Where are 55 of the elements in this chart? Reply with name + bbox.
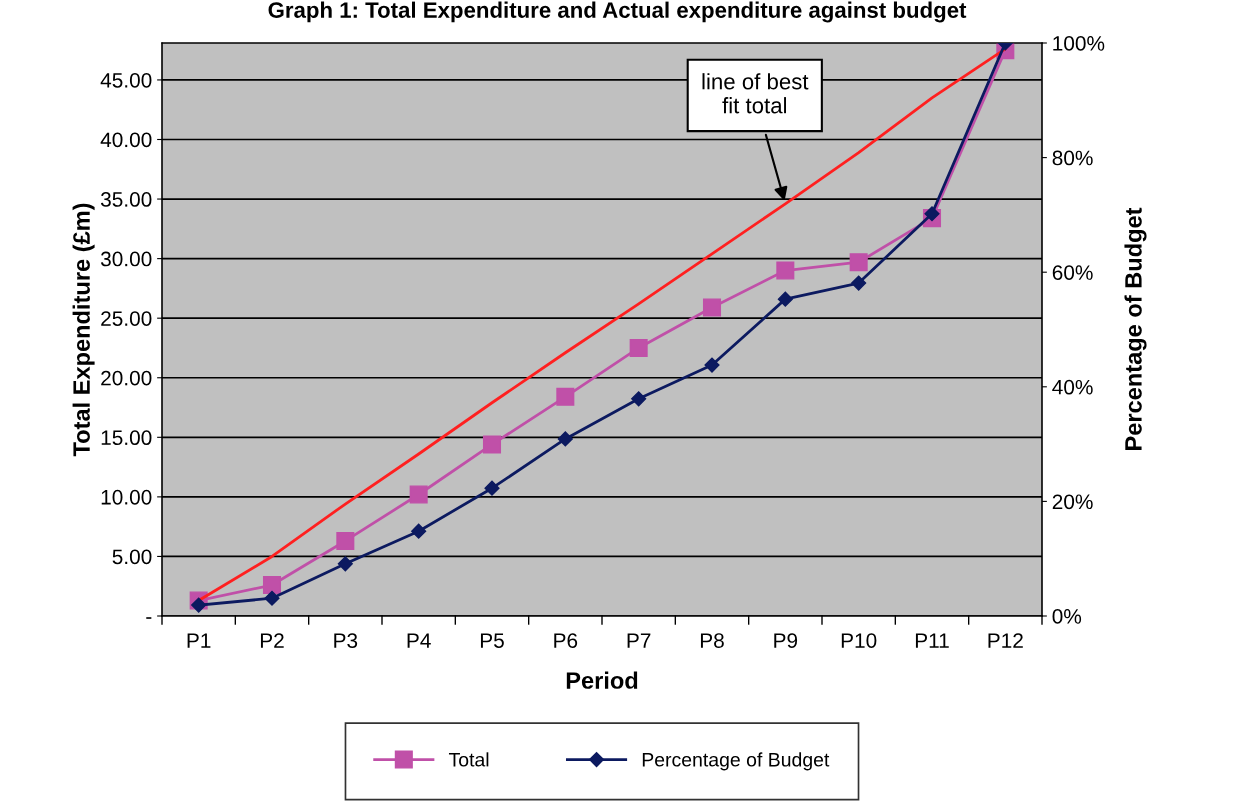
point xyxy=(191,597,207,613)
y-tick-label: - xyxy=(146,617,152,619)
point xyxy=(777,291,793,307)
point xyxy=(482,435,502,454)
point xyxy=(776,261,795,280)
point xyxy=(629,338,648,357)
y-tick-label: 45.00 xyxy=(100,72,152,88)
point xyxy=(411,523,427,539)
x-axis-title: Period xyxy=(566,671,638,689)
y2-tick-label: 60% xyxy=(1052,265,1093,280)
x-tick-label: P12 xyxy=(988,633,1023,648)
x-tick-label: P3 xyxy=(334,633,358,648)
y2-tick-label: 100% xyxy=(1053,36,1105,51)
point xyxy=(702,298,722,317)
y-axis-title: Total Expenditure (£m) xyxy=(72,203,95,457)
x-tick-label: P1 xyxy=(187,633,211,648)
point xyxy=(337,556,353,572)
x-tick-label: P9 xyxy=(774,633,798,648)
point xyxy=(851,275,867,291)
point xyxy=(409,485,428,504)
y-tick-label: 35.00 xyxy=(100,192,152,207)
x-tick-label: P11 xyxy=(915,633,949,648)
point xyxy=(849,253,868,272)
y2-tick-label: 80% xyxy=(1052,150,1093,166)
x-tick-label: P6 xyxy=(554,633,578,648)
chart-title: Graph 1: Total Expenditure and Actual expenditure against budget xyxy=(268,1,967,23)
point xyxy=(336,531,355,550)
x-tick-label: P5 xyxy=(480,633,504,648)
x-tick-label: P4 xyxy=(407,633,431,648)
point xyxy=(704,357,720,373)
y2-tick-label: 0% xyxy=(1052,609,1082,624)
y2-axis-title: Percentage of Budget xyxy=(1124,207,1147,450)
x-tick-label: P7 xyxy=(627,633,651,648)
y-tick-label: 25.00 xyxy=(101,311,152,326)
y-tick-label: 30.00 xyxy=(100,251,152,267)
y2-tick-label: 20% xyxy=(1052,494,1093,510)
x-tick-label: P8 xyxy=(700,633,724,648)
y-tick-label: 10.00 xyxy=(101,489,152,505)
y-tick-label: 5.00 xyxy=(112,549,152,565)
y2-tick-label: 40% xyxy=(1052,379,1093,395)
x-tick-label: P2 xyxy=(260,633,284,648)
point xyxy=(484,480,500,496)
legend-label: Total xyxy=(448,752,489,767)
point xyxy=(557,431,573,447)
annotation: line of best fit total xyxy=(702,73,809,114)
point xyxy=(264,590,280,606)
point xyxy=(556,387,575,406)
x-tick-label: P10 xyxy=(841,633,877,648)
y-tick-label: 20.00 xyxy=(101,370,152,386)
point xyxy=(262,575,282,595)
y-tick-label: 15.00 xyxy=(101,430,152,446)
point xyxy=(924,206,940,222)
point xyxy=(631,391,647,407)
legend-label: Percentage of Budget xyxy=(642,752,830,771)
y-tick-label: 40.00 xyxy=(100,132,152,148)
